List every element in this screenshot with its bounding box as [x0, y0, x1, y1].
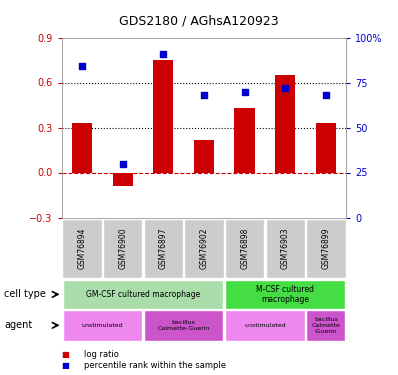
Bar	[153, 60, 174, 172]
FancyBboxPatch shape	[144, 310, 224, 340]
FancyBboxPatch shape	[184, 219, 224, 278]
FancyBboxPatch shape	[306, 219, 345, 278]
Point	[79, 63, 85, 69]
Text: GSM76894: GSM76894	[78, 228, 86, 269]
Point	[242, 88, 248, 94]
FancyBboxPatch shape	[225, 280, 345, 309]
Text: ■: ■	[62, 361, 70, 370]
Text: unstimulated: unstimulated	[244, 323, 286, 328]
Point	[201, 92, 207, 98]
FancyBboxPatch shape	[225, 310, 305, 340]
FancyBboxPatch shape	[144, 219, 183, 278]
Text: bacillus
Calmette-Guerin: bacillus Calmette-Guerin	[157, 320, 210, 331]
Bar	[234, 108, 255, 172]
FancyBboxPatch shape	[103, 219, 142, 278]
Text: percentile rank within the sample: percentile rank within the sample	[84, 361, 226, 370]
Text: GSM76899: GSM76899	[322, 228, 330, 269]
Bar	[113, 172, 133, 186]
Bar	[194, 140, 214, 172]
FancyBboxPatch shape	[225, 219, 264, 278]
Text: GSM76897: GSM76897	[159, 228, 168, 269]
Bar	[275, 75, 295, 172]
Point	[119, 160, 126, 166]
Text: GSM76900: GSM76900	[118, 228, 127, 269]
Text: GSM76898: GSM76898	[240, 228, 249, 269]
Text: cell type: cell type	[4, 290, 46, 299]
Text: GSM76902: GSM76902	[199, 228, 209, 269]
FancyBboxPatch shape	[265, 219, 305, 278]
Text: unstimulated: unstimulated	[82, 323, 123, 328]
Text: GSM76903: GSM76903	[281, 228, 290, 269]
Bar	[316, 123, 336, 172]
Bar	[72, 123, 92, 172]
Text: log ratio: log ratio	[84, 350, 119, 359]
Point	[282, 85, 289, 91]
Text: M-CSF cultured
macrophage: M-CSF cultured macrophage	[256, 285, 314, 304]
Text: GM-CSF cultured macrophage: GM-CSF cultured macrophage	[86, 290, 200, 299]
Text: GDS2180 / AGhsA120923: GDS2180 / AGhsA120923	[119, 15, 279, 28]
FancyBboxPatch shape	[62, 219, 102, 278]
Point	[323, 92, 329, 98]
FancyBboxPatch shape	[62, 280, 224, 309]
Text: ■: ■	[62, 350, 70, 359]
FancyBboxPatch shape	[62, 310, 142, 340]
Text: agent: agent	[4, 320, 32, 330]
Point	[160, 51, 166, 57]
FancyBboxPatch shape	[306, 310, 345, 340]
Text: bacillus
Calmette
-Guerin: bacillus Calmette -Guerin	[312, 317, 340, 334]
